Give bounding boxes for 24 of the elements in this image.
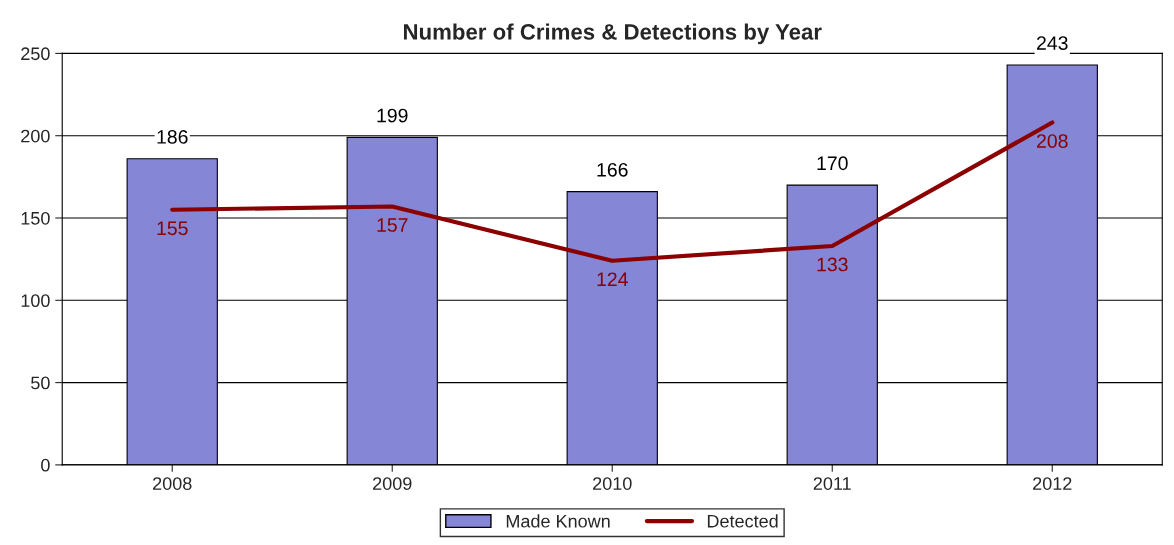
data-label: 243	[1037, 36, 1068, 50]
data-label: 186	[157, 130, 188, 144]
x-tick-label: 2009	[373, 477, 412, 490]
legend-label: Made Known	[506, 514, 610, 528]
y-tick-label: 200	[21, 129, 50, 143]
y-tick-label: 250	[21, 47, 50, 61]
x-tick-label: 2010	[593, 477, 632, 490]
y-tick-label: 0	[41, 458, 50, 472]
x-tick-label: 2008	[153, 477, 192, 490]
data-label: 166	[597, 162, 628, 177]
data-label: 133	[817, 257, 848, 272]
data-label: 155	[157, 221, 188, 236]
legend-label: Detected	[707, 514, 778, 528]
y-tick-label: 150	[21, 211, 50, 225]
x-tick-label: 2011	[813, 477, 851, 490]
data-label: 170	[817, 156, 848, 171]
x-tick-label: 2012	[1033, 477, 1072, 490]
y-tick-label: 50	[31, 376, 50, 390]
chart-title: Number of Crimes & Detections by Year	[403, 23, 822, 45]
data-label: 208	[1037, 134, 1068, 148]
data-label: 157	[377, 218, 408, 232]
data-label: 124	[597, 272, 628, 286]
data-label: 199	[377, 108, 408, 123]
y-tick-label: 100	[21, 294, 50, 308]
